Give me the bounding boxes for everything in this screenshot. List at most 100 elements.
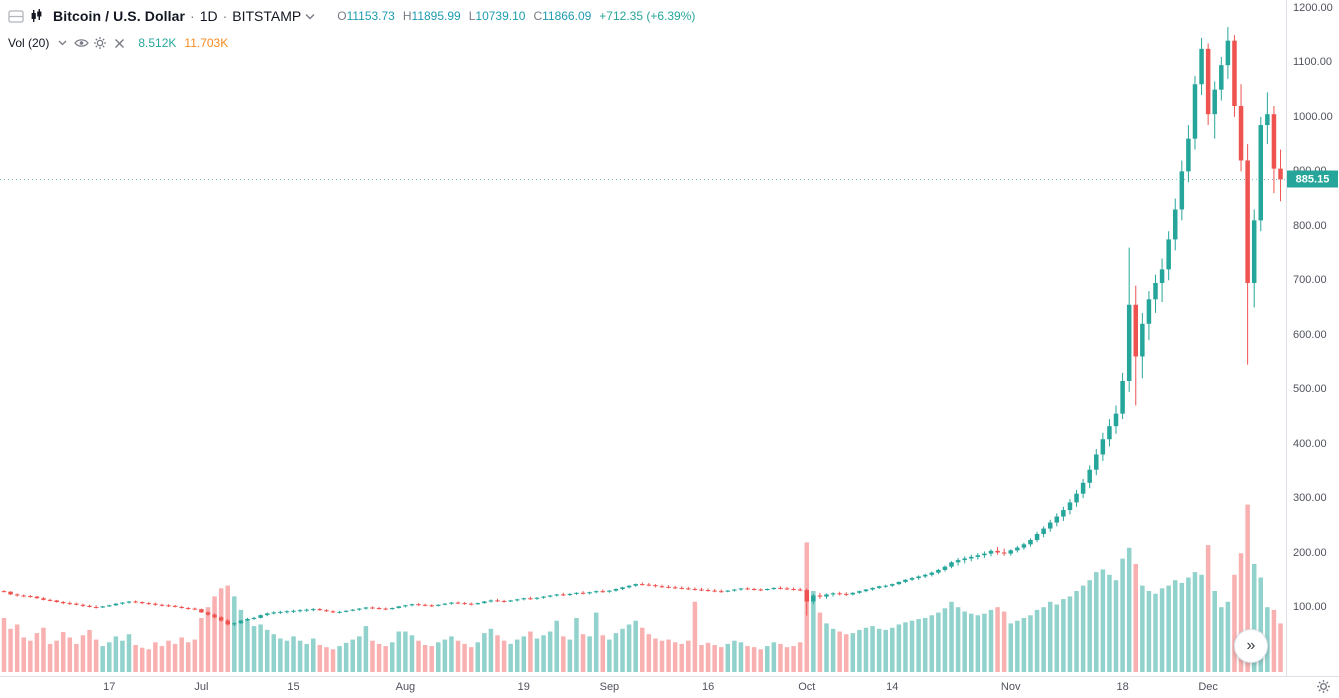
ohlc-open: O11153.73 [337, 9, 395, 23]
volume-bar [1186, 577, 1191, 672]
price-axis-label: 400.00 [1293, 437, 1327, 450]
volume-bar [607, 639, 612, 672]
candle-body [442, 603, 448, 605]
volume-bar [462, 643, 467, 672]
candle-body [784, 588, 790, 590]
symbol-title[interactable]: Bitcoin / U.S. Dollar [53, 8, 186, 24]
candle-body [284, 611, 290, 613]
time-axis-label: Sep [599, 681, 620, 693]
time-axis-label: Jul [194, 681, 209, 693]
volume-bar [521, 636, 527, 672]
scroll-to-realtime-button[interactable]: » [1234, 629, 1268, 663]
volume-bar [969, 613, 974, 672]
candle-body [508, 600, 513, 602]
volume-bar [1179, 582, 1185, 672]
volume-ma-value: 11.703K [184, 36, 229, 50]
candle-body [1238, 106, 1244, 161]
volume-bar [626, 624, 632, 672]
candle-body [1008, 550, 1013, 554]
separator-dot: · [222, 8, 228, 24]
volume-bar [567, 639, 573, 672]
candle-body [185, 608, 191, 610]
volume-bar [396, 631, 402, 672]
candle-body [311, 609, 316, 611]
volume-bar [758, 649, 763, 672]
chart-settings-gear-icon[interactable] [1311, 675, 1335, 697]
time-axis-label: Nov [1000, 681, 1021, 693]
candle-body [751, 588, 757, 590]
candle-body [837, 593, 842, 595]
candle-body [528, 598, 533, 600]
price-axis-label: 800.00 [1293, 219, 1327, 232]
volume-bar [291, 636, 296, 672]
interval-label[interactable]: 1D [199, 8, 218, 24]
chevron-down-icon[interactable] [305, 13, 315, 20]
volume-bar [383, 646, 388, 672]
chevron-down-icon[interactable] [54, 35, 70, 51]
volume-bar [357, 636, 362, 672]
candle-body [797, 589, 803, 591]
volume-bar [442, 639, 448, 672]
candle-body [942, 566, 948, 570]
volume-bar [955, 607, 961, 672]
candle-body [120, 602, 125, 604]
candle-body [646, 584, 652, 586]
volume-bar [784, 647, 790, 672]
candle-body [613, 588, 619, 591]
candle-body [264, 613, 270, 616]
candle-body [482, 601, 487, 604]
volume-bar [199, 618, 204, 672]
gear-icon[interactable] [92, 35, 108, 51]
volume-bar [436, 642, 441, 672]
volume-bar [909, 620, 915, 672]
candle-body [778, 587, 783, 589]
price-axis[interactable]: 1200.001100.001000.00900.00800.00700.006… [1286, 0, 1339, 676]
volume-bar [1021, 618, 1027, 672]
volume-bar [1212, 591, 1217, 672]
time-axis-label: 16 [701, 681, 715, 693]
volume-bar [403, 631, 408, 672]
volume-bar [1153, 593, 1158, 672]
ohlc-high: H11895.99 [402, 9, 461, 23]
volume-bar [455, 640, 461, 672]
candle-body [1047, 522, 1053, 529]
candle-body [436, 604, 441, 606]
volume-bar [297, 640, 303, 672]
volume-bar [692, 601, 698, 672]
exchange-label[interactable]: BITSTAMP [232, 8, 302, 24]
candle-body [574, 592, 579, 594]
candle-body [1028, 539, 1033, 545]
candle-body [403, 605, 408, 607]
candle-body [922, 574, 928, 577]
volume-bar [778, 643, 783, 672]
volume-bar [80, 635, 86, 672]
candle-body [1271, 114, 1277, 169]
close-icon[interactable] [111, 35, 127, 51]
volume-bar [962, 611, 967, 672]
candle-body [982, 553, 987, 556]
price-chart-canvas[interactable] [0, 0, 1286, 676]
candle-body [1245, 160, 1250, 283]
volume-bar [232, 596, 237, 672]
candle-body [245, 618, 250, 621]
candle-body [541, 596, 546, 598]
volume-bar [870, 626, 875, 672]
eye-icon[interactable] [73, 35, 89, 51]
volume-bar [541, 635, 546, 672]
volume-bar [936, 612, 941, 672]
volume-bar [1146, 591, 1152, 672]
menu-icon[interactable] [8, 9, 24, 24]
candle-body [554, 594, 559, 596]
candle-body [830, 593, 836, 595]
volume-bar [343, 642, 349, 672]
volume-bar [1, 618, 7, 672]
indicator-name[interactable]: Vol (20) [8, 36, 50, 50]
time-axis[interactable]: 17 Jul 15 Aug 19 Sep 16 Oct 14 Nov 18 Dec [0, 676, 1339, 698]
candle-body [659, 586, 665, 588]
candle-body [1074, 493, 1079, 503]
volume-bar [139, 647, 145, 672]
candle-body [324, 610, 329, 612]
volume-bar [1219, 607, 1224, 672]
candle-body [429, 605, 434, 607]
volume-bar [554, 620, 559, 672]
